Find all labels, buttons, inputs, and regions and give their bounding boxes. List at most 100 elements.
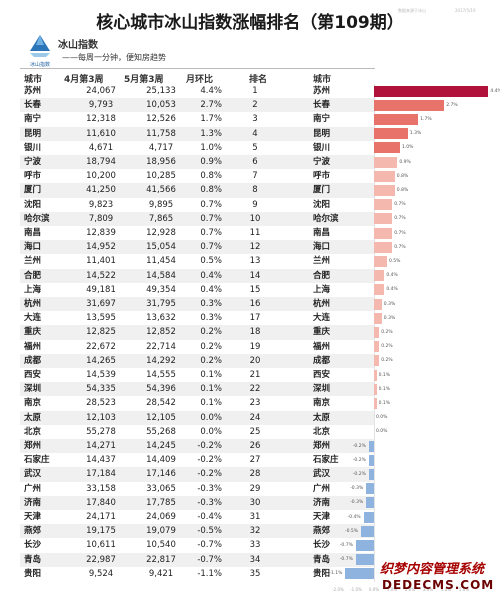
table-row: 长沙 10,611 10,540 -0.7% 33 长沙 <box>20 538 375 552</box>
chart-city-label: 南昌 <box>313 228 331 238</box>
change-cell: 0.2% <box>200 327 222 338</box>
city-cell: 南宁 <box>24 114 42 125</box>
may-value-cell: 9,421 <box>148 568 174 579</box>
apr-value-cell: 14,271 <box>86 441 116 451</box>
may-value-cell: 41,566 <box>146 185 176 196</box>
bar <box>366 497 374 509</box>
change-cell: 0.7% <box>200 199 222 210</box>
bar-value-label: 0.7% <box>394 202 406 208</box>
bar <box>374 85 489 97</box>
may-value-cell: 14,555 <box>146 370 176 380</box>
may-value-cell: 24,069 <box>146 512 176 522</box>
apr-value-cell: 10,611 <box>86 540 116 551</box>
bar-value-label: 0.7% <box>394 230 406 236</box>
bar <box>374 128 408 140</box>
may-value-cell: 25,133 <box>146 86 176 96</box>
city-cell: 兰州 <box>24 256 42 267</box>
rank-cell: 15 <box>249 284 261 295</box>
bar <box>374 355 380 367</box>
watermark: 织梦内容管理系统 DEDECMS.COM <box>374 558 500 598</box>
chart-city-label: 大连 <box>313 313 331 324</box>
change-cell: 0.4% <box>200 270 222 281</box>
chart-city-label: 呼市 <box>313 171 331 182</box>
bar <box>374 398 377 409</box>
apr-value-cell: 22,672 <box>86 341 116 352</box>
may-value-cell: 14,409 <box>146 455 176 466</box>
bar <box>374 284 385 296</box>
apr-value-cell: 22,987 <box>86 554 116 565</box>
rank-cell: 34 <box>249 554 261 565</box>
table-row: 郑州 14,271 14,245 -0.2% 26 郑州 <box>20 439 375 454</box>
city-cell: 太原 <box>24 412 42 423</box>
bar-value-label: 0.7% <box>394 244 406 250</box>
bar-value-label: 0.1% <box>378 372 391 378</box>
chart-city-label: 兰州 <box>313 256 331 267</box>
bar <box>368 469 374 480</box>
rank-cell: 8 <box>252 185 258 196</box>
city-cell: 济南 <box>24 497 42 508</box>
may-value-cell: 15,054 <box>146 242 176 253</box>
change-cell: 0.7% <box>200 242 222 253</box>
change-cell: 0.1% <box>200 398 222 409</box>
bar <box>355 554 374 566</box>
rank-cell: 22 <box>249 384 261 395</box>
chart-city-label: 上海 <box>313 284 331 295</box>
chart-city-label: 长沙 <box>313 540 331 551</box>
apr-value-cell: 10,200 <box>86 171 116 182</box>
bar-value-label: -0.7% <box>339 543 353 548</box>
chart-city-label: 沈阳 <box>313 199 331 210</box>
table-row: 宁波 18,794 18,956 0.9% 6 宁波 <box>20 155 375 170</box>
city-cell: 武汉 <box>24 469 42 480</box>
bar <box>374 156 398 168</box>
rank-cell: 6 <box>252 157 258 167</box>
change-cell: 1.0% <box>200 142 222 153</box>
table-row: 天津 24,171 24,069 -0.4% 31 天津 <box>20 510 375 524</box>
may-value-cell: 13,632 <box>146 313 176 324</box>
table-row: 济南 17,840 17,785 -0.3% 30 济南 <box>20 495 375 510</box>
chart-city-label: 昆明 <box>313 128 331 139</box>
x-tick-label: 0.0% <box>368 587 380 592</box>
city-cell: 合肥 <box>24 270 42 281</box>
table-row: 石家庄 14,437 14,409 -0.2% 27 石家庄 <box>20 453 375 467</box>
apr-value-cell: 12,318 <box>86 114 116 125</box>
bar <box>374 199 393 211</box>
change-cell: -0.4% <box>197 512 222 522</box>
meta-source: 数据来源于冰山 <box>398 8 426 13</box>
may-value-cell: 14,584 <box>146 270 176 281</box>
apr-value-cell: 9,524 <box>88 568 114 579</box>
bar-value-label: 0.7% <box>394 216 406 222</box>
rank-cell: 33 <box>249 540 261 551</box>
apr-value-cell: 41,250 <box>86 185 116 196</box>
header-divider <box>20 68 375 69</box>
bar-value-label: 0.4% <box>386 273 398 279</box>
table-row: 南京 28,523 28,542 0.1% 23 南京 <box>20 396 375 410</box>
rank-cell: 12 <box>249 242 261 253</box>
rank-cell: 23 <box>249 398 261 409</box>
chart-city-label: 合肥 <box>313 270 331 281</box>
chart-city-label: 石家庄 <box>313 455 339 466</box>
city-cell: 北京 <box>24 426 42 437</box>
table-row: 银川 4,671 4,717 1.0% 5 银川 <box>20 141 375 155</box>
change-cell: 0.0% <box>200 412 222 423</box>
bar <box>366 483 374 495</box>
rank-cell: 5 <box>252 142 258 153</box>
city-cell: 长沙 <box>24 540 42 551</box>
change-cell: -0.7% <box>197 540 222 551</box>
apr-value-cell: 14,265 <box>86 355 116 366</box>
apr-value-cell: 14,952 <box>86 242 116 253</box>
city-cell: 天津 <box>24 512 42 522</box>
bar-value-label: 0.3% <box>383 315 396 321</box>
bar <box>374 341 380 353</box>
chart-city-label: 福州 <box>313 341 331 352</box>
table-row: 南昌 12,839 12,928 0.7% 11 南昌 <box>20 226 375 240</box>
may-value-cell: 17,146 <box>146 469 176 480</box>
rank-cell: 9 <box>252 199 258 210</box>
bar-value-label: 0.2% <box>381 330 393 335</box>
bar-value-label: 1.7% <box>420 117 432 122</box>
chart-city-label: 苏州 <box>313 86 331 96</box>
bar <box>374 327 380 338</box>
may-value-cell: 18,956 <box>146 157 176 167</box>
chart-city-label: 南宁 <box>313 114 331 125</box>
apr-value-cell: 33,158 <box>86 483 116 494</box>
